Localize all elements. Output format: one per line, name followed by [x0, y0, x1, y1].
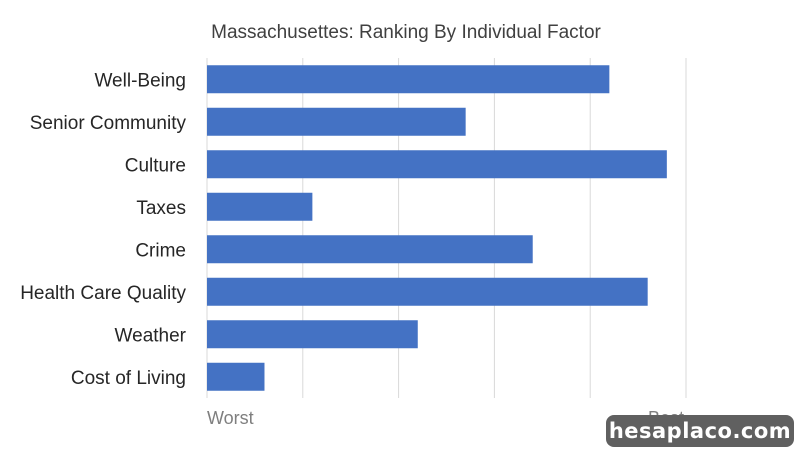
bar	[207, 235, 533, 264]
bar	[207, 107, 466, 136]
chart-title: Massachusettes: Ranking By Individual Fa…	[211, 22, 601, 43]
bar	[207, 277, 648, 306]
watermark-badge: hesaplaco.com	[606, 415, 794, 447]
bar	[207, 150, 667, 179]
category-label: Taxes	[136, 198, 186, 219]
bars	[207, 65, 667, 391]
category-label: Culture	[125, 155, 186, 176]
category-label: Senior Community	[30, 113, 187, 134]
category-label: Crime	[135, 240, 186, 261]
axis-label-worst: Worst	[207, 408, 254, 428]
category-label: Weather	[115, 325, 187, 346]
bar	[207, 192, 313, 221]
category-labels: Well-Being Senior Community Culture Taxes Cr…	[20, 70, 186, 389]
bar	[207, 362, 265, 391]
bar	[207, 65, 610, 94]
category-label: Health Care Quality	[20, 283, 186, 304]
bar	[207, 320, 418, 349]
category-label: Cost of Living	[71, 368, 186, 389]
category-label: Well-Being	[94, 70, 186, 91]
